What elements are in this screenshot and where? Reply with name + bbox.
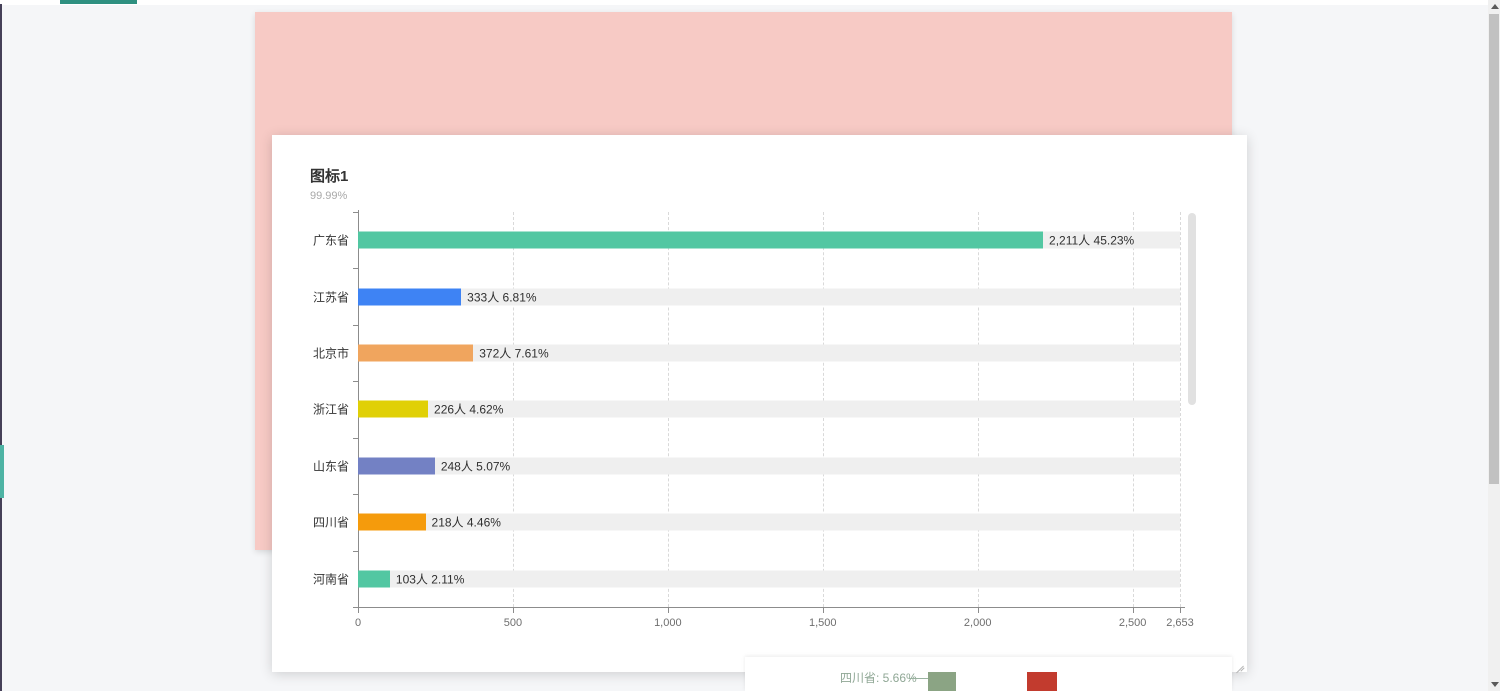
category-label: 河南省 [312,572,349,587]
x-tick-label: 1,000 [654,617,682,629]
bar[interactable] [358,288,462,306]
x-tick-mark [667,608,669,613]
y-tick-mark [353,381,358,382]
chart-card: 图标1 99.99% 0 500 1,000 1,500 2,000 2,500 2,653… [272,135,1247,674]
bar-row: 广东省 2,211人 45.23% [313,212,1180,268]
bar-track [358,570,1180,588]
category-label: 浙江省 [312,402,349,417]
bar-row: 山东省 248人 5.07% [313,438,1180,494]
bar-track [358,400,1180,418]
left-edge-line [0,4,2,691]
bar-value-label: 372人 7.61% [479,346,549,361]
y-tick-mark [353,268,358,269]
resize-handle-icon[interactable] [1235,661,1245,674]
bar-track [358,344,1180,362]
pie-callout-label: 四川省: 5.66% [840,671,917,685]
x-tick-mark [822,608,824,613]
card-scrollbar-thumb[interactable] [1188,213,1196,405]
x-tick-mark [1180,608,1181,613]
plot-area: 0 500 1,000 1,500 2,000 2,500 2,653 广东省 2,211人 4… [313,210,1194,629]
category-label: 山东省 [312,459,349,474]
chart-subtitle: 99.99% [310,190,348,202]
y-tick-mark [353,551,358,552]
y-tick-mark [353,494,358,495]
bar-track [358,231,1180,249]
x-tick-label: 500 [503,617,523,629]
bar[interactable] [358,344,474,362]
bar-row: 四川省 218人 4.46% [313,494,1180,550]
y-tick-mark [353,607,358,608]
scroll-up-arrow-icon[interactable] [1491,4,1499,9]
bar-row: 江苏省 333人 6.81% [313,268,1180,324]
x-tick-label: 2,653 [1166,617,1194,629]
x-tick-label: 1,500 [808,617,837,629]
bar[interactable] [358,513,426,531]
x-axis-line [358,607,1185,608]
category-label: 北京市 [312,346,349,361]
y-tick-mark [353,438,358,439]
chart-title: 图标1 [310,168,349,185]
bar-row: 北京市 372人 7.61% [313,325,1180,381]
x-tick-mark [512,608,514,613]
top-accent-bar [60,0,137,4]
bar-track [358,457,1180,475]
top-strip [0,0,1500,5]
x-tick-mark [977,608,979,613]
scroll-down-arrow-icon[interactable] [1491,682,1499,687]
bar-value-label: 218人 4.46% [431,515,501,530]
bar-value-label: 333人 6.81% [467,290,537,305]
bar-row: 浙江省 226人 4.62% [313,381,1180,437]
bar-track [358,513,1180,531]
bar-value-label: 103人 2.11% [395,572,465,587]
y-tick-mark [353,212,358,213]
pie-slice-red[interactable] [1027,672,1057,691]
category-label: 广东省 [312,233,349,248]
y-tick-mark [353,325,358,326]
x-tick-label: 2,000 [963,617,992,629]
x-tick-label: 2,500 [1118,617,1147,629]
bottom-chart-panel: 四川省: 5.66% [745,657,1232,691]
category-label: 四川省 [312,515,349,530]
pie-slice-green[interactable] [928,672,956,691]
bar[interactable] [358,570,390,588]
gridline [1180,212,1181,607]
bar-row: 河南省 103人 2.11% [313,551,1180,607]
category-label: 江苏省 [312,290,349,305]
bar-value-label: 226人 4.62% [434,402,504,417]
x-tick-mark [1132,608,1134,613]
bar[interactable] [358,457,435,475]
bar-track [358,288,1180,306]
x-tick-mark [358,608,359,613]
bar-value-label: 2,211人 45.23% [1049,233,1135,248]
bar[interactable] [358,231,1044,249]
bar-value-label: 248人 5.07% [440,459,511,474]
x-tick-label: 0 [354,617,362,629]
page-scrollbar-thumb[interactable] [1489,14,1499,484]
pie-callout-line [909,678,928,679]
bar[interactable] [358,400,429,418]
left-accent-indicator [0,445,4,498]
